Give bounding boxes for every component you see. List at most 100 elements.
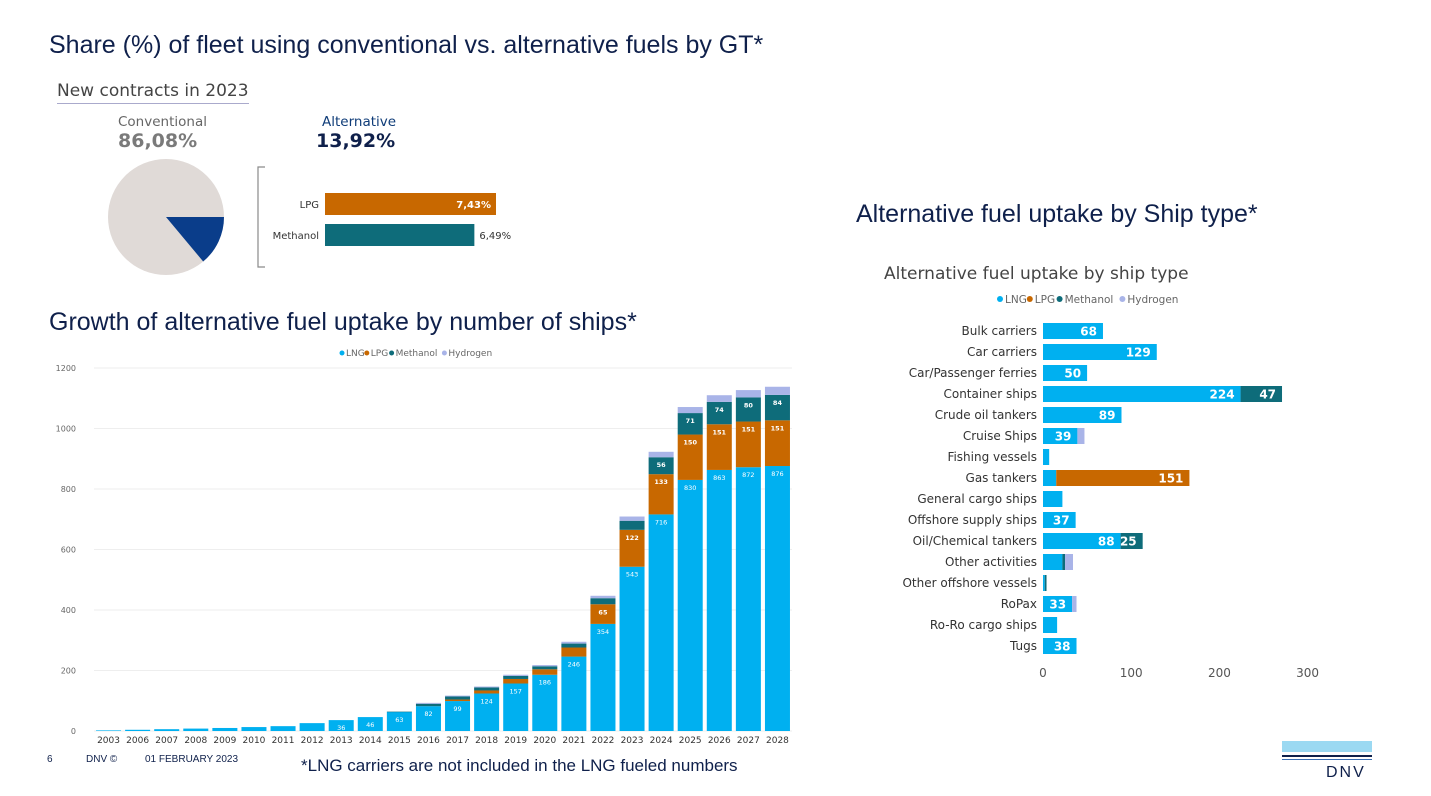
bar-segment-methanol <box>1240 386 1283 402</box>
bar-segment-methanol <box>415 703 441 707</box>
dnv-logo-band-dark <box>1282 755 1372 757</box>
bar-segment-lng <box>183 728 209 731</box>
bar-value-label: 38 <box>1054 640 1071 654</box>
bar-value-label: 46 <box>366 721 374 729</box>
x-tick-label: 100 <box>1120 666 1143 680</box>
bar-segment-hydrogen <box>474 686 500 688</box>
bar-segment-lng <box>1043 491 1063 507</box>
x-tick-label: 2011 <box>272 736 295 746</box>
bar-value-label: 99 <box>453 705 461 713</box>
alt-bar-value: 6,49% <box>479 231 511 242</box>
footer-date: 01 FEBRUARY 2023 <box>145 754 239 765</box>
bar-value-label: 36 <box>337 724 345 732</box>
alternative-value: 13,92% <box>316 130 396 152</box>
bar-segment-lng <box>1043 470 1057 486</box>
bar-segment-lng <box>445 701 471 731</box>
bar-value-label: 151 <box>713 428 727 436</box>
category-label: Other offshore vessels <box>902 576 1037 590</box>
bar-segment-lng <box>299 723 325 731</box>
y-tick-label: 1200 <box>56 364 76 373</box>
bar-value-label: 830 <box>684 484 696 492</box>
bar-segment-lng <box>1043 428 1078 444</box>
category-label: Gas tankers <box>966 471 1037 485</box>
bar-segment-lpg <box>590 604 616 624</box>
x-tick-label: 2008 <box>184 736 207 746</box>
bar-segment-methanol <box>386 711 412 713</box>
bar-segment-hydrogen <box>561 641 587 644</box>
bar-segment-lpg <box>648 474 674 515</box>
x-tick-label: 2003 <box>97 736 120 746</box>
legend-marker <box>997 296 1003 302</box>
alternative-bars: LPG 7,43% Methanol 6,49% <box>273 193 511 246</box>
bar-segment-hydrogen <box>706 395 732 402</box>
bar-segment-lng <box>677 479 703 731</box>
bar-segment-hydrogen <box>1072 596 1077 612</box>
bar-value-label: 88 <box>1098 535 1115 549</box>
bar-segment-hydrogen <box>415 702 441 704</box>
x-tick-label: 2014 <box>359 736 382 746</box>
bar-value-label: 33 <box>1049 598 1066 612</box>
x-tick-label: 2026 <box>708 736 731 746</box>
category-label: Tugs <box>1009 639 1037 653</box>
category-label: Car carriers <box>967 345 1037 359</box>
bar-segment-lpg <box>503 678 529 684</box>
bar-value-label: 133 <box>654 478 668 486</box>
category-label: Container ships <box>943 387 1037 401</box>
growth-chart: LNG LPG Methanol Hydrogen 0 200 400 600 800 1000 1… <box>56 349 792 746</box>
bar-segment-lng <box>154 729 180 731</box>
bar-segment-hydrogen <box>764 386 790 395</box>
bar-segment-lng <box>1043 365 1088 381</box>
bar-segment-lng <box>1043 512 1076 528</box>
bar-segment-lng <box>357 717 383 731</box>
ship-type-heading: Alternative fuel uptake by Ship type* <box>856 200 1258 228</box>
bar-value-label: 82 <box>424 710 432 718</box>
legend-marker <box>339 350 345 356</box>
bar-segment-hydrogen <box>648 451 674 458</box>
bar-segment-lng <box>1043 344 1157 360</box>
bar-segment-lng <box>648 514 674 731</box>
x-tick-label: 2019 <box>504 736 527 746</box>
bar-value-label: 80 <box>744 401 754 409</box>
bar-segment-hydrogen <box>677 407 703 414</box>
bar-segment-lng <box>1043 323 1103 339</box>
category-label: Bulk carriers <box>962 324 1037 338</box>
bar-value-label: 151 <box>742 426 756 434</box>
bar-segment-hydrogen <box>619 516 645 521</box>
dnv-logo-band-blue <box>1282 759 1372 760</box>
y-tick-label: 1000 <box>56 425 76 434</box>
conventional-label: Conventional <box>118 114 207 130</box>
bar-value-label: 246 <box>568 661 580 669</box>
x-tick-label: 2006 <box>126 736 149 746</box>
y-tick-label: 0 <box>71 727 76 736</box>
bar-segment-methanol <box>445 696 471 700</box>
page-number: 6 <box>47 754 53 765</box>
legend-marker <box>1056 296 1063 302</box>
bar-segment-lng <box>386 711 412 731</box>
bar-segment-lng <box>503 683 529 731</box>
y-tick-label: 200 <box>61 667 76 676</box>
bar-value-label: 68 <box>1080 325 1097 339</box>
dnv-logo-text: DNV <box>1326 764 1366 781</box>
alt-bar-value: 7,43% <box>456 200 491 211</box>
bar-segment-lpg <box>561 647 587 657</box>
bar-value-label: 354 <box>597 628 609 636</box>
bar-segment-lng <box>532 674 558 731</box>
bar-segment-hydrogen <box>735 390 761 398</box>
x-tick-label: 2023 <box>621 736 644 746</box>
alt-bar-label: LPG <box>300 200 319 211</box>
x-tick-label: 2013 <box>330 736 353 746</box>
bracket <box>257 166 265 268</box>
dnv-logo-band-light <box>1282 741 1372 752</box>
fleet-share-heading: Share (%) of fleet using conventional vs… <box>49 31 764 59</box>
bar-value-label: 151 <box>771 424 785 432</box>
bar-value-label: 63 <box>395 716 403 724</box>
x-tick-label: 2018 <box>475 736 498 746</box>
bar-value-label: 872 <box>742 471 754 479</box>
x-tick-label: 200 <box>1208 666 1231 680</box>
bar-segment-lng <box>474 693 500 731</box>
bar-segment-lng <box>96 730 122 731</box>
bar-segment-lpg <box>619 529 645 567</box>
x-tick-label: 2017 <box>446 736 469 746</box>
bar-segment-lpg <box>706 424 732 470</box>
legend-label: Methanol <box>396 349 438 359</box>
